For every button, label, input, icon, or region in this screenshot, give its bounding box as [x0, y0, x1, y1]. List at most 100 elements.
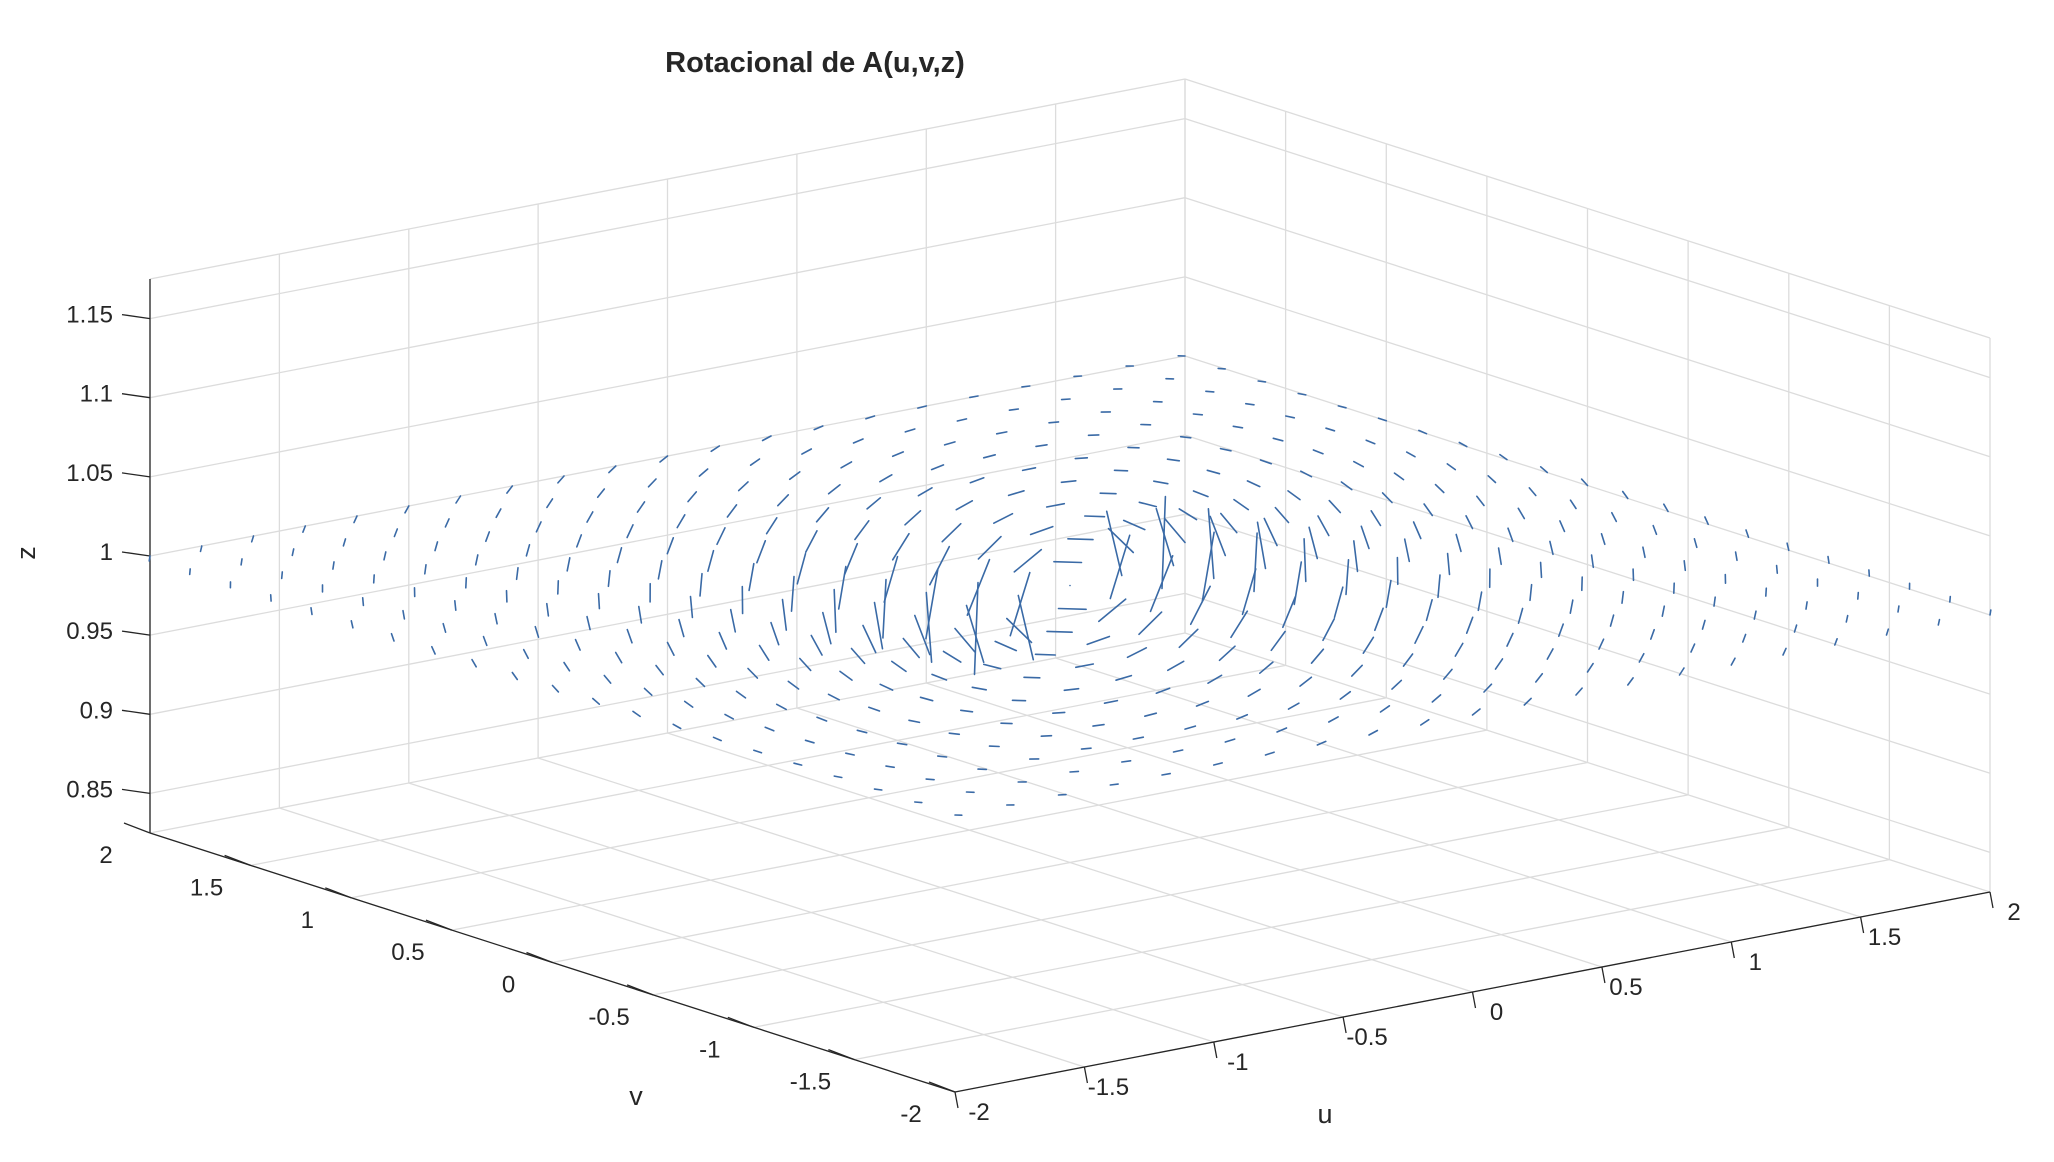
x-tick-label: -1.5	[1088, 1074, 1129, 1101]
field-arrow	[1507, 527, 1514, 543]
field-arrow	[865, 415, 876, 420]
field-arrow	[1446, 552, 1451, 576]
field-arrow	[1465, 616, 1474, 635]
field-arrow	[556, 579, 560, 595]
field-arrow	[1368, 729, 1379, 736]
field-arrow	[913, 801, 923, 804]
field-arrow	[1483, 683, 1493, 693]
field-arrow	[1207, 507, 1215, 580]
field-arrow	[1274, 506, 1290, 524]
field-arrow	[902, 637, 921, 659]
field-arrow	[626, 523, 634, 539]
back-wall-grid-line	[149, 197, 1186, 399]
field-arrow	[1393, 472, 1405, 481]
field-arrow	[941, 522, 962, 543]
side-wall-grid-line	[1184, 197, 1991, 458]
field-arrow	[1425, 598, 1433, 622]
field-arrow	[1734, 551, 1738, 562]
field-arrow	[1834, 637, 1838, 646]
field-arrow	[1539, 561, 1543, 579]
field-arrow	[1245, 402, 1255, 406]
field-arrow	[1575, 687, 1583, 696]
field-arrow	[1224, 738, 1236, 743]
field-arrow	[971, 686, 988, 691]
field-arrow	[1057, 607, 1087, 611]
field-arrow	[1638, 652, 1645, 663]
field-arrow	[1067, 537, 1094, 541]
y-tick-mark	[526, 951, 553, 964]
field-arrow	[1379, 704, 1391, 713]
field-arrow	[1205, 390, 1215, 393]
field-arrow	[1885, 628, 1890, 636]
field-arrow	[586, 615, 591, 631]
field-arrow	[636, 501, 646, 513]
y-tick-mark	[828, 1048, 855, 1061]
field-arrow	[735, 690, 747, 699]
field-arrow	[1040, 734, 1053, 738]
field-arrow	[495, 508, 502, 519]
field-arrow	[1253, 532, 1258, 593]
field-arrow	[1178, 508, 1198, 521]
field-arrow	[1220, 512, 1238, 534]
field-arrow	[1246, 480, 1261, 488]
field-arrow	[930, 464, 945, 471]
x-tick-label: 0	[1490, 999, 1503, 1026]
field-arrow	[1535, 672, 1544, 683]
field-arrow	[1362, 636, 1375, 655]
field-arrow	[1434, 483, 1445, 494]
field-arrow	[1683, 559, 1687, 572]
field-arrow	[1109, 783, 1119, 786]
field-arrow	[1297, 392, 1307, 396]
field-arrow	[332, 561, 335, 570]
field-arrow	[1201, 531, 1215, 603]
field-arrow	[1385, 579, 1392, 609]
field-arrow	[655, 664, 665, 676]
field-arrow	[1121, 759, 1132, 763]
z-tick-mark	[121, 709, 151, 715]
field-arrow	[1857, 591, 1860, 600]
field-arrow	[954, 627, 976, 653]
field-arrow	[879, 683, 894, 691]
floor-grid-line	[854, 858, 1890, 1061]
field-arrow	[1381, 492, 1393, 504]
back-wall-grid-line	[149, 276, 1186, 478]
field-arrow	[647, 478, 657, 488]
field-arrow	[1009, 571, 1031, 637]
field-arrow	[1217, 367, 1226, 370]
field-arrow	[1937, 618, 1941, 626]
field-arrow	[1414, 625, 1424, 645]
field-arrow	[1021, 466, 1037, 472]
field-arrow	[931, 673, 948, 681]
field-arrow	[603, 674, 612, 684]
field-arrow	[404, 505, 410, 514]
field-arrow	[666, 641, 675, 657]
field-arrow	[1412, 521, 1422, 540]
floor-grid-line	[451, 729, 1488, 931]
field-arrow	[626, 628, 633, 644]
field-arrow	[1247, 688, 1261, 698]
field-arrow	[1107, 527, 1135, 554]
field-arrow	[804, 739, 815, 744]
field-arrow	[1300, 470, 1313, 478]
field-arrow	[1753, 610, 1757, 620]
field-arrow	[402, 609, 406, 620]
field-arrow	[551, 684, 560, 693]
field-arrow	[607, 569, 611, 588]
z-axis-label: z	[11, 546, 41, 560]
field-arrow	[756, 539, 767, 564]
field-arrow	[1805, 601, 1808, 610]
field-arrow	[390, 632, 395, 642]
field-arrow	[1178, 628, 1199, 649]
y-tick-label: 2	[99, 842, 112, 869]
field-arrow	[522, 648, 530, 660]
field-arrow	[1663, 503, 1669, 513]
y-tick-label: 1.5	[190, 874, 223, 901]
field-arrow	[1549, 540, 1554, 556]
field-arrow	[1276, 727, 1288, 733]
field-arrow	[1374, 607, 1384, 632]
field-arrow	[707, 549, 715, 573]
field-arrow	[455, 495, 462, 504]
field-arrow	[659, 455, 669, 463]
field-arrow	[752, 749, 763, 754]
